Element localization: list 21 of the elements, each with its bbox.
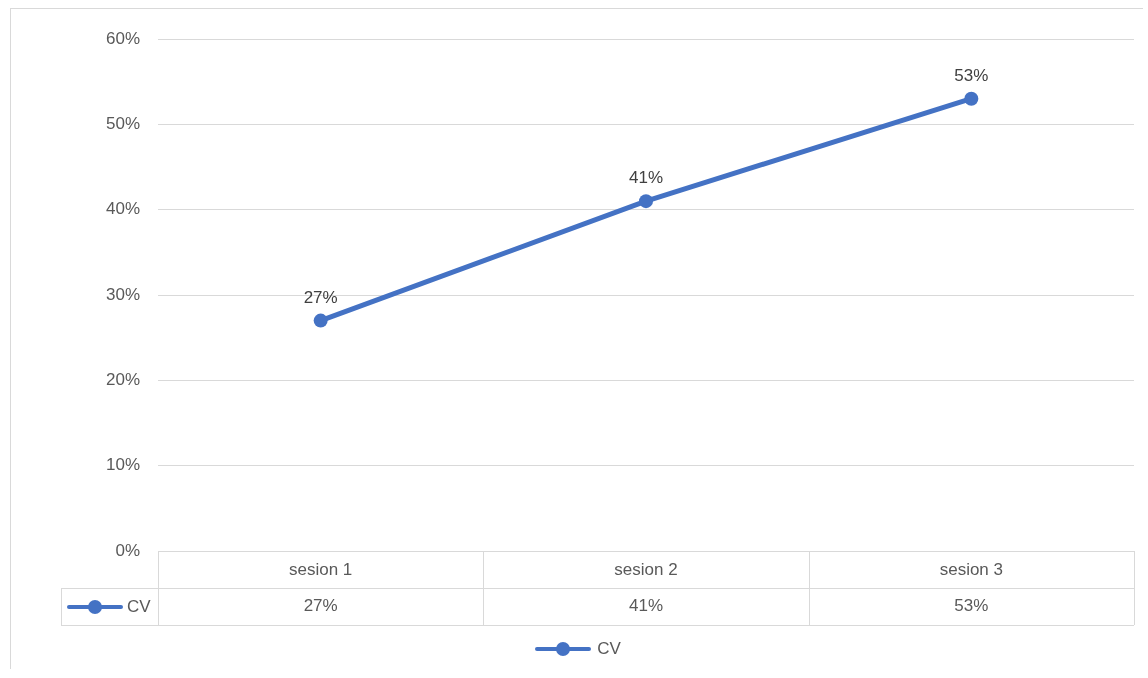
legend-label: CV bbox=[597, 639, 621, 659]
y-tick-label: 10% bbox=[105, 455, 140, 475]
text: 27% bbox=[303, 287, 338, 307]
y-tick-label: 60% bbox=[105, 28, 140, 48]
x-tick-label: sesion 3 bbox=[939, 559, 1003, 579]
y-tick-label: 40% bbox=[105, 199, 140, 219]
y-tick-label: 20% bbox=[105, 370, 140, 390]
point bbox=[964, 91, 979, 106]
x-tick-label: sesion 2 bbox=[614, 559, 678, 579]
data-label: 53% bbox=[954, 596, 989, 616]
y-tick-label: 50% bbox=[105, 114, 140, 134]
data-label: 41% bbox=[628, 596, 664, 616]
point bbox=[639, 194, 653, 209]
x-tick-label: sesion 1 bbox=[289, 559, 353, 579]
point bbox=[313, 313, 328, 328]
text: CV bbox=[127, 596, 151, 616]
y-tick-label: 30% bbox=[105, 284, 140, 304]
text: 41% bbox=[628, 168, 664, 188]
data-label: 27% bbox=[303, 596, 338, 616]
text: 53% bbox=[954, 65, 989, 85]
y-tick-label: 0% bbox=[115, 540, 140, 560]
